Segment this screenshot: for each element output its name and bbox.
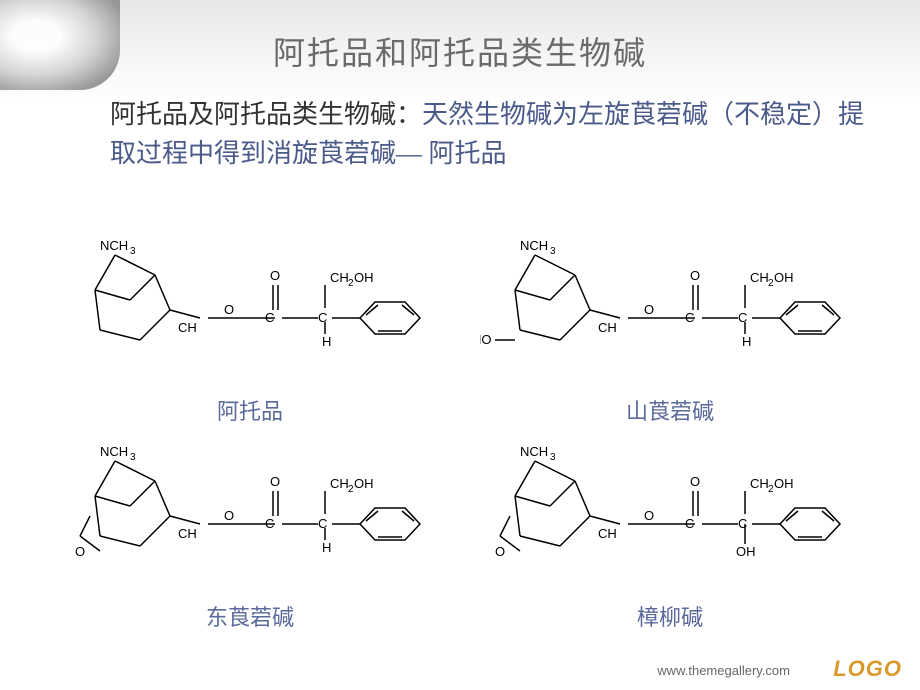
svg-text:3: 3 <box>130 246 136 257</box>
structures-grid: NCH3 CH O C O C CH2OH H 阿托品 NCH3 HO CH <box>60 230 860 632</box>
body-text: 阿托品及阿托品类生物碱：天然生物碱为左旋莨菪碱（不稳定）提取过程中得到消旋莨菪碱… <box>110 95 880 173</box>
chemical-structure: NCH3 HO CH O C O C CH2OH H <box>480 230 860 385</box>
svg-text:C: C <box>265 310 274 325</box>
svg-text:OH: OH <box>354 476 374 491</box>
svg-text:CH: CH <box>750 270 769 285</box>
svg-text:CH: CH <box>330 270 349 285</box>
svg-text:CH: CH <box>178 320 197 335</box>
svg-text:O: O <box>270 268 280 283</box>
footer-url: www.themegallery.com <box>657 663 790 678</box>
svg-text:CH: CH <box>750 476 769 491</box>
svg-text:O: O <box>644 508 654 523</box>
svg-text:C: C <box>685 310 694 325</box>
svg-text:OH: OH <box>774 476 794 491</box>
svg-text:OH: OH <box>774 270 794 285</box>
svg-text:HO: HO <box>480 332 492 347</box>
svg-text:OH: OH <box>354 270 374 285</box>
svg-text:H: H <box>322 540 331 555</box>
structure-label: 山莨菪碱 <box>480 394 860 426</box>
chemical-structure: NCH3 O CH O C O C CH2OH OH <box>480 436 860 591</box>
structure-label: 樟柳碱 <box>480 600 860 632</box>
svg-text:NCH: NCH <box>520 238 548 253</box>
svg-text:O: O <box>495 544 505 559</box>
structure-cell: NCH3 HO CH O C O C CH2OH H 山莨菪碱 <box>480 230 860 426</box>
svg-text:H: H <box>742 334 751 349</box>
svg-text:H: H <box>322 334 331 349</box>
structure-cell: NCH3 O CH O C O C CH2OH H 东莨菪碱 <box>60 436 440 632</box>
structure-cell: NCH3 CH O C O C CH2OH H 阿托品 <box>60 230 440 426</box>
svg-text:C: C <box>318 516 327 531</box>
svg-text:O: O <box>224 508 234 523</box>
chemical-structure: NCH3 CH O C O C CH2OH H <box>60 230 440 385</box>
svg-text:3: 3 <box>550 452 556 463</box>
svg-text:CH: CH <box>598 526 617 541</box>
svg-text:NCH: NCH <box>100 238 128 253</box>
svg-text:CH: CH <box>598 320 617 335</box>
svg-text:O: O <box>690 474 700 489</box>
svg-text:OH: OH <box>736 544 756 559</box>
svg-text:NCH: NCH <box>520 444 548 459</box>
structure-label: 东莨菪碱 <box>60 600 440 632</box>
slide-title: 阿托品和阿托品类生物碱 <box>0 28 920 74</box>
svg-text:3: 3 <box>550 246 556 257</box>
svg-text:O: O <box>75 544 85 559</box>
svg-text:CH: CH <box>330 476 349 491</box>
footer-logo: LOGO <box>833 656 902 682</box>
svg-text:O: O <box>644 302 654 317</box>
svg-text:O: O <box>270 474 280 489</box>
lead-text: 阿托品及阿托品类生物碱： <box>110 100 422 129</box>
structure-cell: NCH3 O CH O C O C CH2OH OH 樟柳碱 <box>480 436 860 632</box>
structure-label: 阿托品 <box>60 394 440 426</box>
svg-text:NCH: NCH <box>100 444 128 459</box>
svg-text:C: C <box>738 310 747 325</box>
svg-text:C: C <box>318 310 327 325</box>
svg-text:C: C <box>265 516 274 531</box>
svg-text:C: C <box>685 516 694 531</box>
svg-text:3: 3 <box>130 452 136 463</box>
svg-text:CH: CH <box>178 526 197 541</box>
chemical-structure: NCH3 O CH O C O C CH2OH H <box>60 436 440 591</box>
svg-text:O: O <box>224 302 234 317</box>
svg-text:O: O <box>690 268 700 283</box>
svg-text:C: C <box>738 516 747 531</box>
